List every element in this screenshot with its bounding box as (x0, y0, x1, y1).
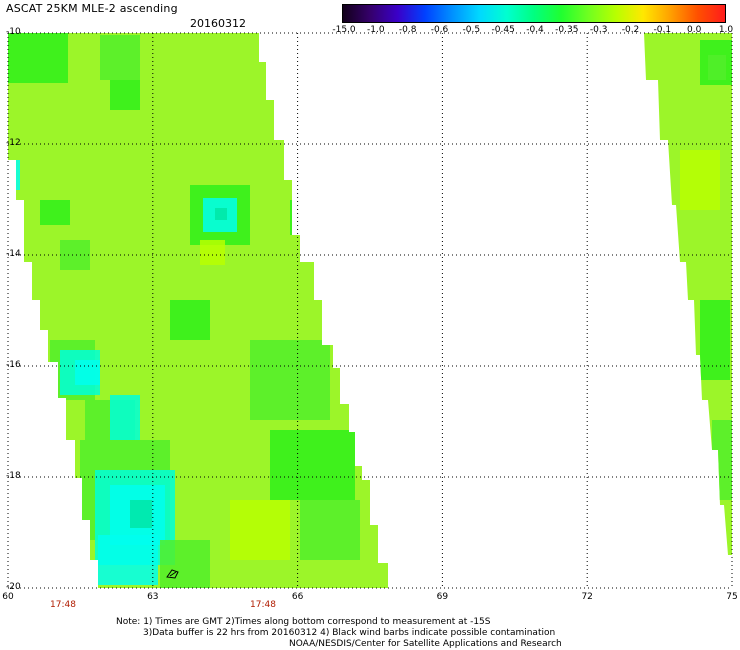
longitude-label: 69 (436, 592, 449, 602)
longitude-label: 60 (2, 592, 14, 602)
wind-texture (8, 33, 732, 588)
time-label-center: 17:48 (250, 600, 276, 610)
color-scale-label: 1.0 (718, 25, 734, 35)
note-line-2: 3)Data buffer is 22 hrs from 20160312 4)… (143, 628, 556, 638)
longitude-label: 63 (147, 592, 159, 602)
color-scale-label: -0.8 (398, 25, 417, 35)
longitude-label: 72 (581, 592, 593, 602)
time-label-left: 17:48 (50, 600, 76, 610)
latitude-label: -10 (6, 27, 21, 37)
gridlines (7, 32, 733, 589)
color-scale-label: -15.0 (332, 25, 356, 35)
chart-title: ASCAT 25KM MLE-2 ascending (6, 2, 178, 15)
wind-barb-icon (166, 569, 179, 579)
color-scale-label: -1.0 (367, 25, 385, 35)
color-scale-label: -0.6 (430, 25, 449, 35)
color-scale-label: -0.45 (491, 25, 515, 35)
latitude-label: -12 (6, 138, 21, 148)
chart-date: 20160312 (190, 17, 246, 30)
data-swaths (8, 33, 732, 588)
note-line-1: Note: 1) Times are GMT 2)Times along bot… (116, 617, 491, 627)
color-scale-label: -0.5 (462, 25, 481, 35)
longitude-label: 66 (291, 592, 304, 602)
color-scale-label: -0.2 (621, 25, 640, 35)
latitude-label: -18 (6, 471, 21, 481)
longitude-label: 75 (726, 592, 738, 602)
latitude-label: -14 (6, 249, 21, 259)
color-scale-label: -0.35 (555, 25, 579, 35)
color-scale-label: -0.3 (589, 25, 608, 35)
color-scale-label: 0.0 (686, 25, 702, 35)
color-scale-label: -0.1 (653, 25, 672, 35)
latitude-label: -20 (6, 582, 21, 592)
color-scale-labels: -15.0 -1.0 -0.8 -0.6 -0.5 -0.45 -0.4 -0.35 -0.3 -… (330, 25, 734, 37)
latitude-label: -16 (6, 360, 21, 370)
color-scale-bar (342, 4, 726, 23)
color-scale-label: -0.4 (526, 25, 544, 35)
note-line-3: NOAA/NESDIS/Center for Satellite Applica… (289, 639, 562, 649)
